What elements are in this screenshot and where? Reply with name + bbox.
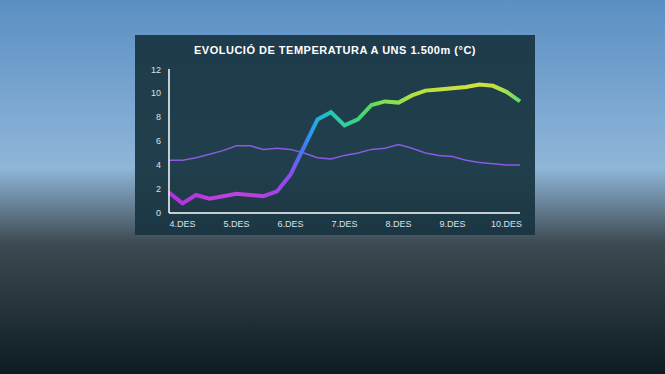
svg-text:2: 2 xyxy=(156,184,161,194)
svg-text:10: 10 xyxy=(151,88,161,98)
svg-text:12: 12 xyxy=(151,65,161,75)
svg-text:6.DES: 6.DES xyxy=(277,219,303,229)
svg-text:6: 6 xyxy=(156,136,161,146)
svg-text:4: 4 xyxy=(156,160,161,170)
svg-text:8.DES: 8.DES xyxy=(385,219,411,229)
svg-text:0: 0 xyxy=(156,208,161,218)
svg-text:7.DES: 7.DES xyxy=(331,219,357,229)
svg-text:5.DES: 5.DES xyxy=(223,219,249,229)
html-text:EVOLUCIÓ DE TEMPERATURA A UNS: EVOLUCIÓ DE TEMPERATURA A UNS 1.500m (°C… xyxy=(194,44,476,56)
svg-text:8: 8 xyxy=(156,112,161,122)
svg-text:9.DES: 9.DES xyxy=(439,219,465,229)
svg-text:10.DES: 10.DES xyxy=(491,219,522,229)
svg-text:4.DES: 4.DES xyxy=(169,219,195,229)
